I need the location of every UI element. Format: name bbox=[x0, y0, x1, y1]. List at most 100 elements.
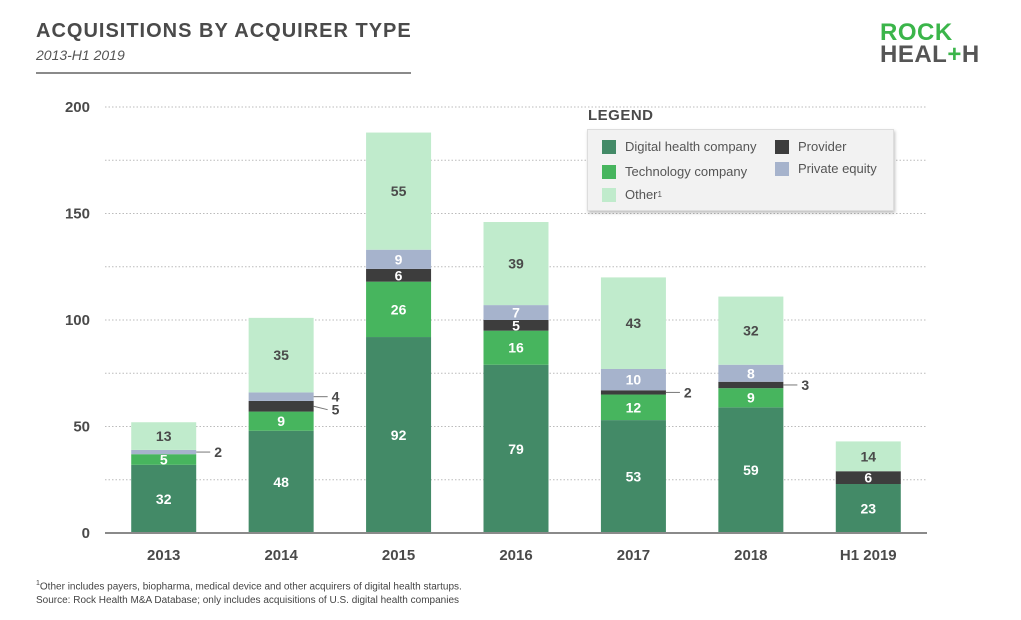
data-label: 32 bbox=[156, 491, 172, 507]
bar-segment bbox=[718, 364, 784, 382]
x-tick-label: H1 2019 bbox=[840, 547, 897, 564]
data-label: 39 bbox=[508, 256, 524, 272]
data-label: 7 bbox=[512, 305, 520, 321]
data-label: 9 bbox=[747, 390, 755, 406]
chart-subtitle: 2013-H1 2019 bbox=[36, 47, 125, 63]
data-label: 5 bbox=[160, 452, 168, 468]
bar-segment bbox=[131, 454, 197, 465]
bar-segment bbox=[600, 390, 666, 395]
legend-label: Private equity bbox=[798, 161, 877, 176]
legend-item-private-equity: Private equity bbox=[775, 161, 877, 176]
bar-segment bbox=[718, 407, 784, 533]
data-label: 10 bbox=[626, 372, 642, 388]
x-tick-label: 2016 bbox=[499, 547, 532, 564]
footnote-marker: 1 bbox=[657, 190, 662, 199]
data-label: 35 bbox=[273, 347, 289, 363]
callout-label: 3 bbox=[801, 377, 809, 393]
x-tick-label: 2014 bbox=[264, 547, 298, 564]
bar-segment bbox=[483, 364, 549, 533]
logo-text: HEAL bbox=[880, 41, 948, 68]
bars bbox=[131, 132, 901, 533]
x-tick-label: 2013 bbox=[147, 547, 180, 564]
title-divider bbox=[36, 72, 411, 74]
data-label: 53 bbox=[626, 469, 642, 485]
legend-label: Provider bbox=[798, 139, 847, 154]
bar-segment bbox=[483, 222, 549, 306]
legend-swatch bbox=[775, 161, 789, 176]
axes: 0 50 100 150 200 2013 2014 2015 2016 2017 2018 H1 2… bbox=[65, 99, 927, 564]
y-tick-label: 100 bbox=[65, 312, 90, 329]
data-label: 43 bbox=[626, 315, 642, 331]
data-label: 59 bbox=[743, 462, 759, 478]
data-label: 5 bbox=[512, 317, 520, 333]
data-label: 26 bbox=[391, 301, 407, 317]
bar-segment bbox=[131, 464, 197, 533]
bar-segment bbox=[248, 392, 314, 401]
footnote-marker: 1 bbox=[36, 580, 40, 587]
legend: Digital health company Technology compan… bbox=[587, 129, 894, 211]
bar-segment bbox=[600, 368, 666, 391]
legend-swatch bbox=[775, 139, 789, 154]
footnote-source: Source: Rock Health M&A Database; only i… bbox=[36, 595, 460, 607]
data-label: 8 bbox=[747, 365, 755, 381]
bar-segment bbox=[600, 420, 666, 533]
legend-label: Other bbox=[625, 187, 658, 202]
bar-segment bbox=[835, 484, 901, 533]
callout-label: 5 bbox=[332, 402, 340, 418]
x-tick-label: 2018 bbox=[734, 547, 767, 564]
legend-label: Digital health company bbox=[625, 139, 757, 154]
bar-segment bbox=[366, 337, 432, 533]
data-label: 9 bbox=[395, 251, 403, 267]
legend-swatch bbox=[602, 187, 616, 202]
legend-item-other: Other 1 bbox=[602, 187, 662, 202]
legend-swatch bbox=[602, 139, 616, 154]
bar-segment bbox=[366, 268, 432, 282]
data-label: 14 bbox=[860, 448, 876, 464]
bar-segment bbox=[366, 281, 432, 338]
data-label: 13 bbox=[156, 428, 172, 444]
bar-segment bbox=[248, 411, 314, 431]
plus-icon: + bbox=[947, 41, 962, 68]
callout-label: 2 bbox=[684, 384, 692, 400]
logo-text-end: H bbox=[961, 41, 980, 68]
bar-segment bbox=[600, 277, 666, 369]
logo-line-1: ROCK bbox=[880, 19, 953, 46]
bar-segment bbox=[131, 449, 197, 455]
bar-segment bbox=[600, 394, 666, 421]
legend-title: LEGEND bbox=[588, 107, 654, 124]
data-label: 92 bbox=[391, 427, 407, 443]
bar-segment bbox=[718, 296, 784, 365]
bar-segment bbox=[483, 330, 549, 365]
footnote-text: Other includes payers, biopharma, medica… bbox=[39, 581, 462, 593]
footnote: 1Other includes payers, biopharma, medic… bbox=[36, 577, 462, 608]
bar-segment bbox=[366, 249, 432, 269]
legend-label: Technology company bbox=[625, 164, 748, 179]
data-label: 6 bbox=[395, 267, 403, 283]
data-label: 55 bbox=[391, 183, 407, 199]
x-tick-label: 2015 bbox=[382, 547, 415, 564]
data-labels: 3251324893545922669557916573953121043259… bbox=[156, 183, 876, 516]
y-tick-label: 150 bbox=[65, 206, 90, 223]
callout-label: 4 bbox=[332, 389, 340, 405]
data-label: 23 bbox=[860, 501, 876, 517]
data-label: 12 bbox=[626, 399, 642, 415]
data-label: 6 bbox=[864, 470, 872, 486]
data-label: 9 bbox=[277, 413, 285, 429]
bar-segment bbox=[835, 471, 901, 485]
bar-segment bbox=[366, 132, 432, 250]
legend-item-digital-health: Digital health company bbox=[602, 139, 757, 154]
y-tick-label: 50 bbox=[73, 419, 90, 436]
footnote-line-1: 1Other includes payers, biopharma, medic… bbox=[36, 577, 462, 594]
y-tick-label: 200 bbox=[65, 99, 90, 116]
bar-segment bbox=[718, 388, 784, 408]
bar-segment bbox=[248, 430, 314, 533]
bar-segment bbox=[483, 305, 549, 320]
legend-swatch bbox=[602, 164, 616, 179]
y-tick-label: 0 bbox=[82, 525, 90, 542]
x-tick-label: 2017 bbox=[617, 547, 650, 564]
bar-segment bbox=[835, 441, 901, 472]
rock-health-logo: ROCK HEAL+H bbox=[880, 19, 980, 68]
bar-segment bbox=[248, 317, 314, 393]
bar-segment bbox=[248, 400, 314, 412]
